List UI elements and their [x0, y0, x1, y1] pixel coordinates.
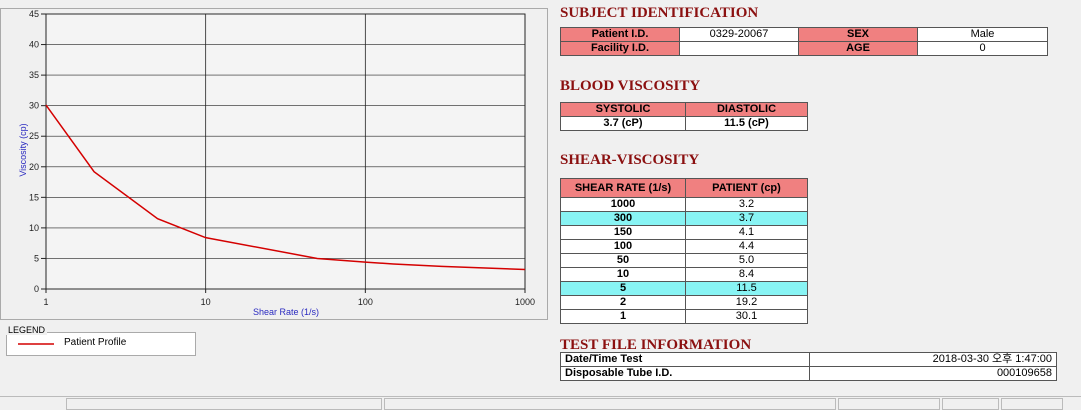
- viscosity: 8.4: [685, 267, 808, 282]
- y-tick-label: 10: [29, 223, 39, 233]
- label: SEX: [798, 27, 918, 42]
- status-cell: [384, 398, 836, 410]
- viscosity: 4.4: [685, 239, 808, 254]
- table-row: 300 3.7: [560, 211, 808, 226]
- shear-rate: 1: [560, 309, 686, 324]
- y-tick-label: 20: [29, 162, 39, 172]
- label: AGE: [798, 41, 918, 56]
- chart-panel: [0, 8, 548, 320]
- value: 000109658: [809, 366, 1057, 381]
- shear-rate: 10: [560, 267, 686, 282]
- shear-rate: 5: [560, 281, 686, 296]
- test-file-table: Date/Time Test 2018-03-30 오후 1:47:00 Disp…: [560, 352, 1057, 381]
- value: 3.7 (cP): [560, 116, 686, 131]
- table-row: 50 5.0: [560, 253, 808, 268]
- label: Patient I.D.: [560, 27, 680, 42]
- legend-swatch: [18, 343, 54, 345]
- value: 2018-03-30 오후 1:47:00: [809, 352, 1057, 367]
- value: [679, 41, 799, 56]
- status-cell: [66, 398, 382, 410]
- y-tick-label: 5: [34, 253, 39, 263]
- viscosity: 3.7: [685, 211, 808, 226]
- section-title: BLOOD VISCOSITY: [560, 78, 701, 94]
- x-tick-label: 1000: [515, 297, 535, 307]
- table-row: 100 4.4: [560, 239, 808, 254]
- table-row: 1 30.1: [560, 309, 808, 324]
- viscosity: 4.1: [685, 225, 808, 240]
- status-cell: [838, 398, 940, 410]
- section-title: SUBJECT IDENTIFICATION: [560, 5, 759, 21]
- label: Date/Time Test: [560, 352, 810, 367]
- x-tick-label: 100: [358, 297, 373, 307]
- subject-table: Patient I.D. 0329-20067 SEX Male Facility I…: [560, 27, 1048, 56]
- column-header: PATIENT (cp): [685, 178, 808, 198]
- value: 0329-20067: [679, 27, 799, 42]
- shear-rate: 150: [560, 225, 686, 240]
- table-row: 2 19.2: [560, 295, 808, 310]
- blood-table: SYSTOLIC DIASTOLIC 3.7 (cP) 11.5 (cP): [560, 102, 808, 131]
- viscosity: 19.2: [685, 295, 808, 310]
- column-header: SHEAR RATE (1/s): [560, 178, 686, 198]
- value: 11.5 (cP): [685, 116, 808, 131]
- viscosity: 30.1: [685, 309, 808, 324]
- legend-title: LEGEND: [6, 325, 48, 335]
- section-title: TEST FILE INFORMATION: [560, 337, 752, 353]
- x-tick-label: 1: [43, 297, 48, 307]
- y-tick-label: 45: [29, 9, 39, 19]
- viscosity: 11.5: [685, 281, 808, 296]
- x-axis-label: Shear Rate (1/s): [253, 307, 319, 317]
- table-row: 5 11.5: [560, 281, 808, 296]
- label: Facility I.D.: [560, 41, 680, 56]
- plot-area: [45, 13, 526, 290]
- y-tick-label: 15: [29, 192, 39, 202]
- shear-rate: 100: [560, 239, 686, 254]
- table-row: 1000 3.2: [560, 197, 808, 212]
- table-row: 10 8.4: [560, 267, 808, 282]
- y-tick-label: 0: [34, 284, 39, 294]
- table-row: 150 4.1: [560, 225, 808, 240]
- shear-table: SHEAR RATE (1/s) PATIENT (cp) 1000 3.2 300 3…: [560, 178, 808, 324]
- status-cell: [942, 398, 999, 410]
- chart: Shear Rate (1/s) Viscosity (cp) 0 5 10 15 20…: [18, 9, 535, 317]
- status-bar: [0, 396, 1081, 410]
- shear-rate: 2: [560, 295, 686, 310]
- viscosity: 3.2: [685, 197, 808, 212]
- shear-rate: 300: [560, 211, 686, 226]
- x-tick-label: 10: [201, 297, 211, 307]
- viscosity: 5.0: [685, 253, 808, 268]
- shear-rate: 50: [560, 253, 686, 268]
- value: Male: [917, 27, 1048, 42]
- label: SYSTOLIC: [560, 102, 686, 117]
- label: DIASTOLIC: [685, 102, 808, 117]
- series-line: [45, 104, 526, 271]
- value: 0: [917, 41, 1048, 56]
- y-tick-label: 25: [29, 131, 39, 141]
- y-tick-label: 35: [29, 70, 39, 80]
- legend-label: Patient Profile: [64, 337, 127, 348]
- y-axis-label: Viscosity (cp): [18, 123, 28, 176]
- label: Disposable Tube I.D.: [560, 366, 810, 381]
- y-tick-label: 40: [29, 40, 39, 50]
- y-tick-label: 30: [29, 101, 39, 111]
- status-cell: [1001, 398, 1063, 410]
- section-title: SHEAR-VISCOSITY: [560, 152, 700, 168]
- shear-rate: 1000: [560, 197, 686, 212]
